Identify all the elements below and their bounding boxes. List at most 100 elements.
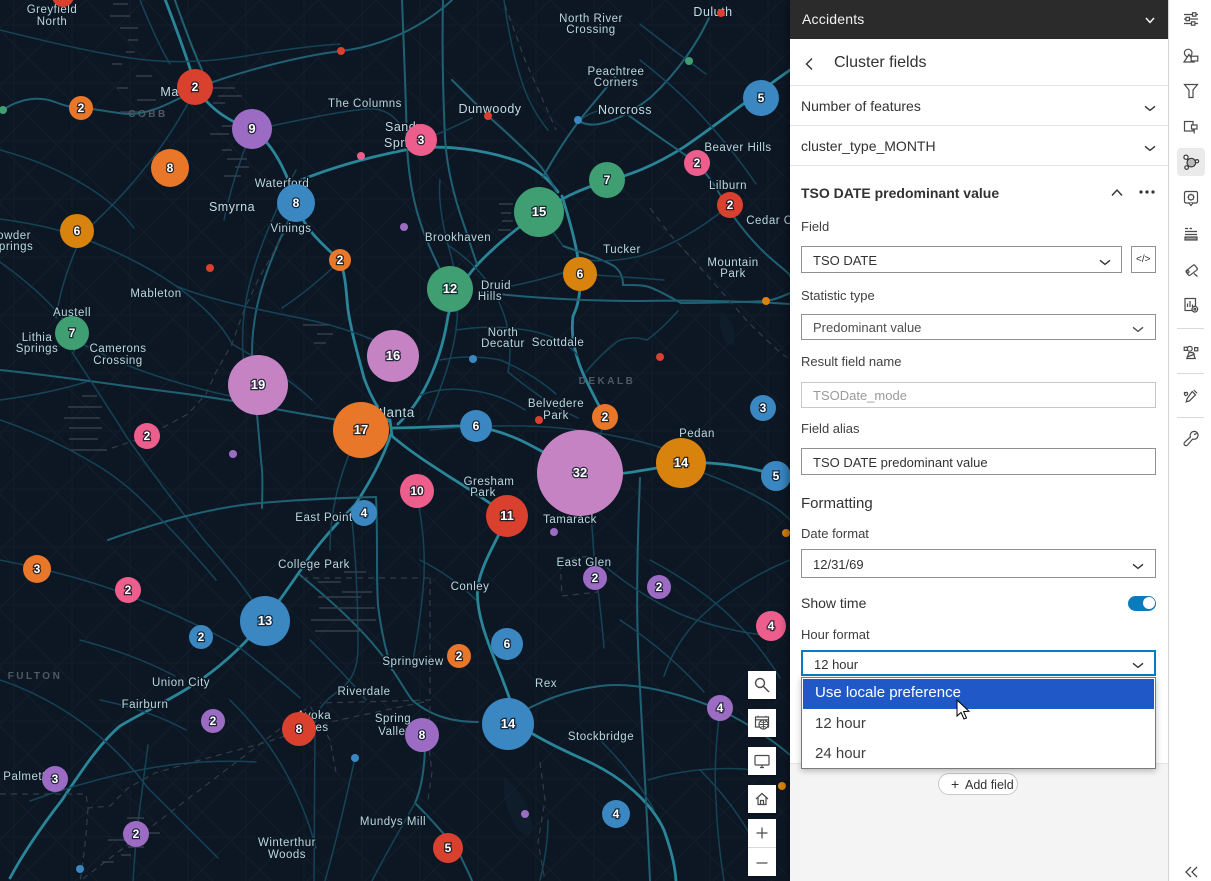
svg-text:Brookhaven: Brookhaven <box>425 232 491 244</box>
svg-text:2: 2 <box>210 714 217 728</box>
svg-text:Fairburn: Fairburn <box>122 699 169 711</box>
svg-text:Gresham: Gresham <box>464 476 515 488</box>
svg-text:5: 5 <box>445 841 452 855</box>
svg-text:Tucker: Tucker <box>603 244 641 256</box>
svg-text:Decatur: Decatur <box>481 338 525 350</box>
svg-text:Vinings: Vinings <box>270 223 311 235</box>
svg-text:3: 3 <box>52 772 59 786</box>
svg-text:9: 9 <box>248 121 255 136</box>
svg-text:2: 2 <box>592 571 599 585</box>
svg-text:3: 3 <box>418 133 425 147</box>
svg-text:10: 10 <box>410 484 424 498</box>
svg-text:8: 8 <box>419 728 426 742</box>
svg-text:8: 8 <box>167 161 174 175</box>
svg-text:Park: Park <box>470 487 496 499</box>
svg-text:7: 7 <box>604 173 611 187</box>
svg-text:12: 12 <box>443 281 457 296</box>
svg-text:College Park: College Park <box>278 559 350 571</box>
svg-text:4: 4 <box>768 619 775 633</box>
svg-text:2: 2 <box>192 80 199 94</box>
svg-text:2: 2 <box>727 198 734 212</box>
svg-text:4: 4 <box>361 506 368 520</box>
svg-text:Peachtree: Peachtree <box>588 66 645 78</box>
svg-text:Corners: Corners <box>594 77 638 89</box>
svg-text:North: North <box>37 16 68 28</box>
svg-text:Rex: Rex <box>535 678 557 690</box>
svg-text:17: 17 <box>354 422 368 437</box>
svg-text:6: 6 <box>504 637 511 651</box>
svg-text:Park: Park <box>543 410 569 422</box>
svg-text:Lithia: Lithia <box>22 332 53 344</box>
svg-text:Cedar Cre: Cedar Cre <box>746 215 790 227</box>
svg-text:Park: Park <box>720 268 746 280</box>
svg-text:Powder: Powder <box>0 230 31 242</box>
svg-text:11: 11 <box>500 508 514 523</box>
svg-text:2: 2 <box>602 410 609 424</box>
svg-text:The Columns: The Columns <box>328 98 402 110</box>
svg-text:Hills: Hills <box>478 291 502 303</box>
svg-text:32: 32 <box>573 465 587 480</box>
svg-text:North: North <box>488 327 519 339</box>
svg-text:2: 2 <box>133 827 140 841</box>
svg-text:14: 14 <box>501 716 516 731</box>
svg-text:Beaver Hills: Beaver Hills <box>704 142 771 154</box>
svg-text:DEKALB: DEKALB <box>579 376 636 387</box>
svg-text:Spring: Spring <box>375 713 411 725</box>
svg-text:East Glen: East Glen <box>557 557 612 569</box>
svg-text:2: 2 <box>656 580 663 594</box>
svg-text:6: 6 <box>74 224 81 238</box>
svg-text:Belvedere: Belvedere <box>528 398 584 410</box>
svg-text:FULTON: FULTON <box>8 671 63 682</box>
svg-text:Norcross: Norcross <box>598 103 652 117</box>
svg-text:Springs: Springs <box>16 343 59 355</box>
svg-text:2: 2 <box>456 649 463 663</box>
svg-text:Camerons: Camerons <box>89 343 146 355</box>
svg-text:13: 13 <box>258 613 272 628</box>
svg-text:Crossing: Crossing <box>566 24 615 36</box>
svg-text:Dunwoody: Dunwoody <box>458 102 521 116</box>
svg-text:6: 6 <box>473 419 480 433</box>
svg-text:Springview: Springview <box>382 656 443 668</box>
svg-text:Greyfield: Greyfield <box>27 4 78 16</box>
svg-text:15: 15 <box>532 204 546 219</box>
svg-text:Tamarack: Tamarack <box>543 514 597 526</box>
svg-text:5: 5 <box>758 91 765 105</box>
svg-text:2: 2 <box>78 101 85 115</box>
svg-text:4: 4 <box>613 807 620 821</box>
svg-text:Smyrna: Smyrna <box>209 200 255 214</box>
svg-text:Palmetto: Palmetto <box>3 771 52 783</box>
svg-text:19: 19 <box>251 377 265 392</box>
svg-text:2: 2 <box>125 583 132 597</box>
svg-text:Lilburn: Lilburn <box>709 180 747 192</box>
svg-text:Mundys Mill: Mundys Mill <box>360 816 426 828</box>
svg-text:14: 14 <box>674 455 689 470</box>
svg-text:Riverdale: Riverdale <box>337 686 390 698</box>
svg-text:Woods: Woods <box>268 849 306 861</box>
svg-text:16: 16 <box>386 348 400 363</box>
svg-text:8: 8 <box>293 196 300 210</box>
svg-text:Union City: Union City <box>152 677 210 689</box>
svg-text:Valley: Valley <box>378 726 411 738</box>
svg-text:5: 5 <box>773 469 780 483</box>
svg-text:6: 6 <box>577 267 584 281</box>
svg-text:3: 3 <box>760 401 767 415</box>
svg-text:Winterthur: Winterthur <box>258 837 316 849</box>
svg-text:3: 3 <box>34 562 41 576</box>
svg-text:COBB: COBB <box>128 109 167 120</box>
svg-text:Springs: Springs <box>0 241 33 253</box>
svg-text:Duluth: Duluth <box>693 5 732 19</box>
svg-text:Scottdale: Scottdale <box>532 337 584 349</box>
svg-text:Druid: Druid <box>481 280 511 292</box>
svg-text:Mableton: Mableton <box>130 288 181 300</box>
svg-text:Austell: Austell <box>53 307 91 319</box>
svg-text:7: 7 <box>69 326 76 340</box>
svg-text:Crossing: Crossing <box>93 355 142 367</box>
svg-text:Stockbridge: Stockbridge <box>568 731 634 743</box>
svg-text:2: 2 <box>337 253 344 267</box>
svg-text:Mountain: Mountain <box>707 257 758 269</box>
svg-text:Conley: Conley <box>451 581 490 593</box>
svg-text:East Point: East Point <box>295 512 353 524</box>
svg-text:Pedan: Pedan <box>679 428 715 440</box>
svg-text:8: 8 <box>296 722 303 736</box>
svg-text:North River: North River <box>559 13 623 25</box>
